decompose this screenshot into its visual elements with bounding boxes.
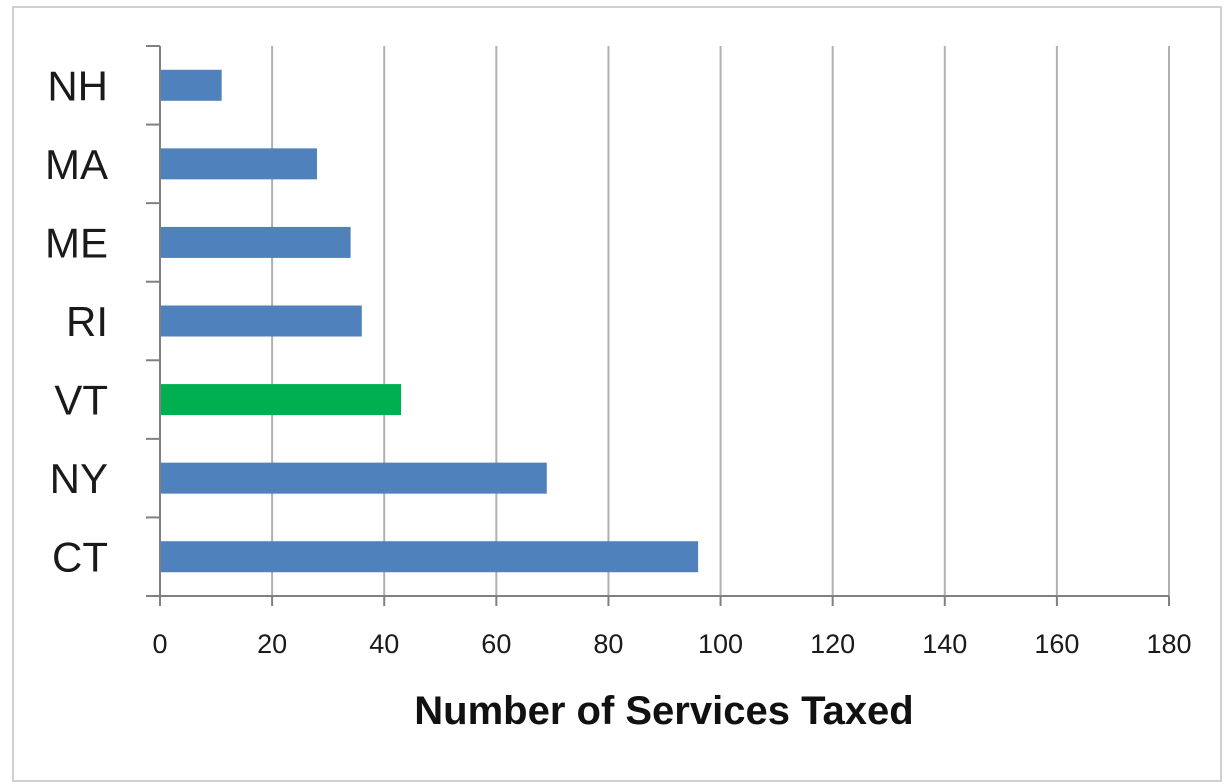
bar-ri (160, 305, 362, 337)
x-tick-label-60: 60 (481, 629, 511, 659)
x-tick-label-20: 20 (257, 629, 287, 659)
bar-vt (160, 384, 402, 416)
gridlines (271, 46, 1170, 596)
bars (160, 69, 699, 573)
bar-nh (160, 69, 222, 101)
x-tick-label-80: 80 (593, 629, 623, 659)
x-tick-labels: 0 20 40 60 80 100 120 140 160 180 (152, 629, 1191, 659)
x-axis-title: Number of Services Taxed (414, 689, 913, 733)
x-tick-label-40: 40 (369, 629, 399, 659)
x-tick-label-120: 120 (810, 629, 855, 659)
x-tick-label-140: 140 (922, 629, 967, 659)
bar-ct (160, 541, 699, 573)
bar-ma (160, 148, 317, 180)
bar-me (160, 226, 351, 258)
category-label-ct: CT (52, 534, 108, 581)
x-tick-label-160: 160 (1034, 629, 1079, 659)
x-tick-label-0: 0 (152, 629, 167, 659)
category-label-nh: NH (47, 62, 108, 109)
category-label-ma: MA (45, 141, 108, 188)
category-label-ny: NY (50, 455, 108, 502)
axes (146, 45, 1170, 606)
category-label-vt: VT (54, 377, 108, 424)
category-labels: NH MA ME RI VT NY CT (45, 62, 108, 580)
category-label-me: ME (45, 219, 108, 266)
x-tick-label-100: 100 (698, 629, 743, 659)
bar-ny (160, 462, 547, 494)
category-label-ri: RI (66, 298, 108, 345)
x-tick-label-180: 180 (1146, 629, 1191, 659)
